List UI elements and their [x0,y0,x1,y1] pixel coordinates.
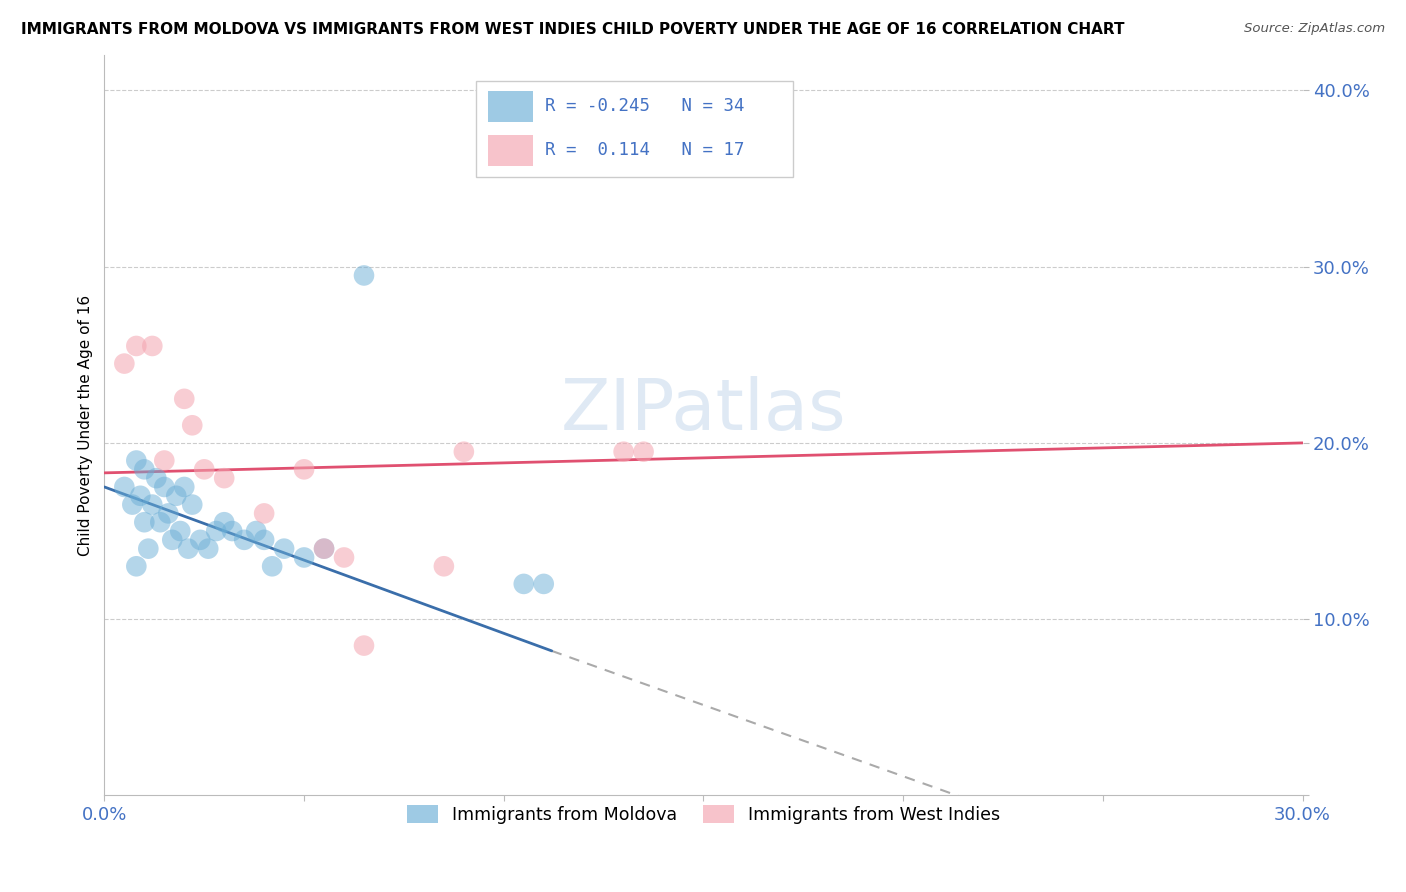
Point [513,577,536,591]
Legend: Immigrants from Moldova, Immigrants from West Indies: Immigrants from Moldova, Immigrants from… [399,798,1007,831]
Point [613,444,636,458]
Text: R =  0.114   N = 17: R = 0.114 N = 17 [546,141,745,159]
Point [162,533,184,547]
Point [121,498,143,512]
Text: ZIPatlas: ZIPatlas [561,376,846,445]
Point [112,480,135,494]
Point [134,515,156,529]
Point [125,453,148,467]
Text: Source: ZipAtlas.com: Source: ZipAtlas.com [1244,22,1385,36]
Point [165,489,187,503]
Point [136,541,159,556]
Point [312,541,335,556]
Point [173,480,195,494]
Point [173,392,195,406]
Point [633,444,655,458]
Point [112,357,135,371]
Point [292,462,315,476]
Point [145,471,167,485]
Point [253,533,276,547]
Point [181,498,204,512]
FancyBboxPatch shape [475,81,793,178]
Point [188,533,211,547]
Point [125,559,148,574]
Point [262,559,284,574]
Point [129,489,152,503]
Y-axis label: Child Poverty Under the Age of 16: Child Poverty Under the Age of 16 [79,294,93,556]
Point [233,533,256,547]
Point [433,559,456,574]
Point [353,639,375,653]
Point [212,515,235,529]
Point [333,550,356,565]
Point [153,453,176,467]
Point [205,524,228,538]
Point [193,462,215,476]
Point [273,541,295,556]
Point [253,507,276,521]
Point [134,462,156,476]
Point [245,524,267,538]
Text: IMMIGRANTS FROM MOLDOVA VS IMMIGRANTS FROM WEST INDIES CHILD POVERTY UNDER THE A: IMMIGRANTS FROM MOLDOVA VS IMMIGRANTS FR… [21,22,1125,37]
Point [221,524,243,538]
Point [212,471,235,485]
Point [177,541,200,556]
Point [353,268,375,283]
Point [169,524,191,538]
Point [157,507,180,521]
Bar [488,135,533,166]
Point [533,577,555,591]
Point [181,418,204,433]
Point [153,480,176,494]
Point [149,515,172,529]
Point [141,498,163,512]
Point [453,444,475,458]
Point [125,339,148,353]
Text: R = -0.245   N = 34: R = -0.245 N = 34 [546,97,745,115]
Point [141,339,163,353]
Bar [488,91,533,122]
Point [292,550,315,565]
Point [312,541,335,556]
Point [197,541,219,556]
